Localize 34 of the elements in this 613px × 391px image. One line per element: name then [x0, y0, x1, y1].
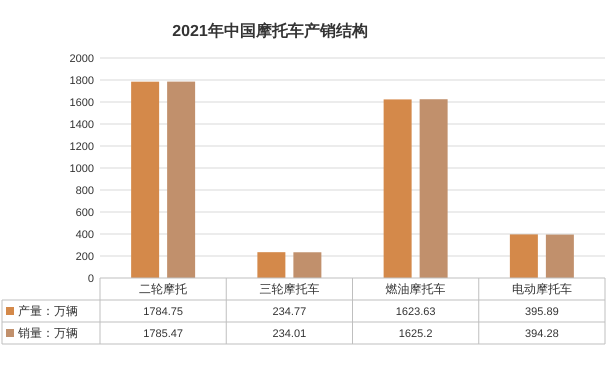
bar — [384, 99, 412, 278]
legend-label: 产量：万辆 — [18, 304, 78, 318]
data-label: 234.77 — [272, 306, 306, 318]
y-tick-label: 1000 — [70, 163, 94, 175]
y-tick-label: 1600 — [70, 97, 94, 109]
y-tick-label: 1200 — [70, 141, 94, 153]
y-tick-label: 600 — [76, 207, 94, 219]
x-tick-label: 三轮摩托车 — [259, 282, 320, 296]
data-label: 1623.63 — [396, 306, 436, 318]
bar — [257, 252, 286, 278]
bar — [131, 82, 160, 278]
legend-label: 销量：万辆 — [17, 326, 78, 340]
y-tick-label: 200 — [76, 251, 94, 263]
data-label: 234.01 — [272, 328, 306, 340]
y-tick-label: 400 — [76, 229, 94, 241]
bar — [546, 234, 574, 278]
data-label: 395.89 — [525, 306, 559, 318]
chart-title: 2021年中国摩托车产销结构 — [172, 22, 368, 40]
bar — [420, 99, 448, 278]
y-tick-label: 2000 — [70, 53, 94, 65]
y-tick-label: 1400 — [70, 119, 94, 131]
x-tick-label: 电动摩托车 — [512, 282, 572, 296]
data-label: 1784.75 — [143, 306, 184, 318]
y-tick-label: 0 — [88, 273, 94, 285]
data-label: 1785.47 — [143, 328, 184, 340]
x-tick-label: 燃油摩托车 — [386, 282, 446, 296]
bar — [167, 82, 196, 278]
bar — [510, 234, 538, 278]
y-tick-label: 800 — [76, 185, 94, 197]
data-label: 1625.2 — [398, 328, 432, 340]
bar — [293, 252, 322, 278]
y-tick-label: 1800 — [70, 75, 94, 87]
x-tick-label: 二轮摩托 — [139, 282, 188, 296]
data-label: 394.28 — [525, 328, 559, 340]
